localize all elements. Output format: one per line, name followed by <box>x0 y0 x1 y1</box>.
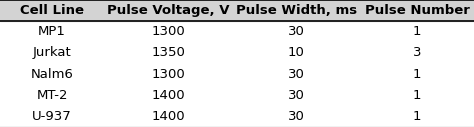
Text: 30: 30 <box>288 110 305 123</box>
Text: 30: 30 <box>288 89 305 102</box>
Text: 1300: 1300 <box>151 68 185 81</box>
Text: 1300: 1300 <box>151 25 185 38</box>
Text: MT-2: MT-2 <box>36 89 68 102</box>
Text: 1: 1 <box>413 110 421 123</box>
Text: Pulse Width, ms: Pulse Width, ms <box>236 4 357 17</box>
Text: Pulse Number: Pulse Number <box>365 4 470 17</box>
Text: 1: 1 <box>413 89 421 102</box>
Text: 1350: 1350 <box>151 46 185 59</box>
Text: 10: 10 <box>288 46 305 59</box>
Text: Pulse Voltage, V: Pulse Voltage, V <box>107 4 229 17</box>
Text: 1400: 1400 <box>152 110 185 123</box>
Text: 3: 3 <box>413 46 421 59</box>
Text: Cell Line: Cell Line <box>20 4 84 17</box>
Text: Nalm6: Nalm6 <box>31 68 73 81</box>
Text: 30: 30 <box>288 25 305 38</box>
Text: Jurkat: Jurkat <box>33 46 72 59</box>
Text: MP1: MP1 <box>38 25 66 38</box>
Text: 1: 1 <box>413 25 421 38</box>
Text: 30: 30 <box>288 68 305 81</box>
Text: 1400: 1400 <box>152 89 185 102</box>
Text: U-937: U-937 <box>32 110 72 123</box>
Bar <box>0 0 474 21</box>
Text: 1: 1 <box>413 68 421 81</box>
